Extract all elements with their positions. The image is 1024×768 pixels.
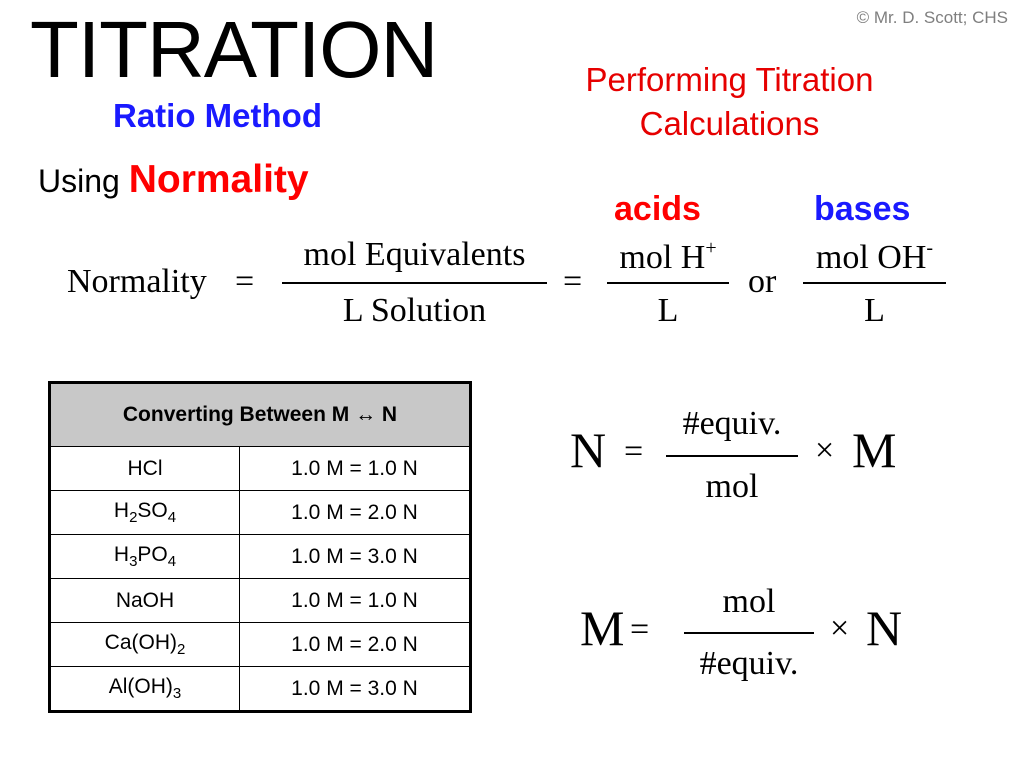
formula-n-bar: [666, 455, 798, 457]
frac2-numerator-text: mol H: [619, 239, 706, 276]
compound-text: H: [113, 499, 130, 522]
compound-cell: Ca(OH)2: [49, 622, 240, 667]
frac2-numerator-sup: +: [705, 237, 717, 259]
compound-text: NaOH: [115, 588, 175, 612]
conversion-cell: 1.0 M = 2.0 N: [239, 490, 471, 535]
frac2-numerator: mol H+: [607, 238, 729, 275]
frac2-denominator: L: [657, 292, 679, 329]
table-header-row: Converting Between M ↔ N: [49, 382, 471, 447]
table-row: H3PO4 1.0 M = 3.0 N: [49, 534, 471, 579]
using-prefix: Using: [38, 163, 120, 199]
formula-m-denominator: #equiv.: [699, 645, 799, 682]
compound-cell: H3PO4: [49, 534, 240, 579]
formula-n-times: ×: [815, 432, 835, 469]
formula-n-denominator: mol: [705, 468, 759, 505]
compound-text: H: [113, 543, 130, 566]
headline-line-2: Calculations: [639, 105, 820, 142]
formula-n-lhs: N: [570, 422, 607, 478]
compound-text: Al(OH): [108, 675, 173, 698]
compound-text: HCl: [127, 456, 163, 480]
frac3-numerator-text: mol OH: [815, 239, 927, 276]
table-header-cell: Converting Between M ↔ N: [49, 382, 471, 447]
acids-label: acids: [614, 190, 701, 228]
formula-lhs: Normality: [67, 263, 207, 300]
compound-subscript: 4: [167, 509, 177, 526]
formula-m-numerator: mol: [722, 583, 776, 620]
headline-line-1: Performing Titration: [585, 61, 874, 98]
formula-n-rhs: M: [852, 422, 897, 478]
conversion-cell: 1.0 M = 1.0 N: [239, 578, 471, 623]
conversion-cell: 1.0 M = 1.0 N: [239, 446, 471, 491]
table-row: H2SO4 1.0 M = 2.0 N: [49, 490, 471, 535]
frac2-bar: [607, 282, 729, 284]
frac1-denominator: L Solution: [342, 292, 487, 329]
copyright-notice: © Mr. D. Scott; CHS: [856, 8, 1008, 27]
using-normality-heading: Using Normality: [38, 158, 309, 202]
formula-or: or: [748, 263, 777, 300]
frac3-numerator: mol OH-: [803, 238, 946, 275]
formula-m-times: ×: [830, 610, 850, 647]
compound-text: PO: [137, 543, 168, 566]
formula-m-rhs: N: [866, 600, 903, 656]
normality-emphasis: Normality: [128, 158, 309, 201]
formula-m-bar: [684, 632, 814, 634]
table-row: Al(OH)3 1.0 M = 3.0 N: [49, 666, 471, 712]
subtitle: Ratio Method: [113, 97, 322, 134]
compound-text: SO: [137, 499, 168, 522]
compound-subscript: 4: [167, 553, 177, 570]
compound-cell: NaOH: [49, 578, 240, 623]
formula-m-lhs: M: [580, 600, 625, 656]
compound-subscript: 2: [177, 641, 186, 658]
compound-text: Ca(OH): [104, 631, 177, 654]
conversion-cell: 1.0 M = 3.0 N: [239, 534, 471, 579]
conversion-cell: 1.0 M = 2.0 N: [239, 622, 471, 667]
table-row: NaOH 1.0 M = 1.0 N: [49, 578, 471, 623]
table-row: Ca(OH)2 1.0 M = 2.0 N: [49, 622, 471, 667]
formula-n-equals: =: [624, 433, 644, 470]
formula-m-equals: =: [630, 611, 650, 648]
compound-subscript: 3: [172, 685, 182, 702]
compound-subscript: 3: [129, 553, 138, 570]
compound-cell: H2SO4: [49, 490, 240, 535]
compound-cell: Al(OH)3: [49, 666, 240, 712]
frac3-numerator-sup: -: [926, 237, 934, 259]
formula-equals-2: =: [563, 263, 583, 300]
bases-label: bases: [814, 190, 911, 228]
frac1-numerator: mol Equivalents: [303, 236, 526, 273]
page-title: TITRATION: [30, 5, 438, 94]
compound-subscript: 2: [129, 509, 138, 526]
formula-n-numerator: #equiv.: [682, 405, 782, 442]
headline: Performing Titration Calculations: [552, 58, 907, 146]
frac3-denominator: L: [864, 292, 885, 329]
conversion-cell: 1.0 M = 3.0 N: [239, 666, 471, 712]
frac3-bar: [803, 282, 946, 284]
compound-cell: HCl: [49, 446, 240, 491]
conversion-table: Converting Between M ↔ N HCl 1.0 M = 1.0 …: [48, 381, 472, 713]
formula-equals-1: =: [235, 263, 255, 300]
table-row: HCl 1.0 M = 1.0 N: [49, 446, 471, 491]
frac1-bar: [282, 282, 547, 284]
